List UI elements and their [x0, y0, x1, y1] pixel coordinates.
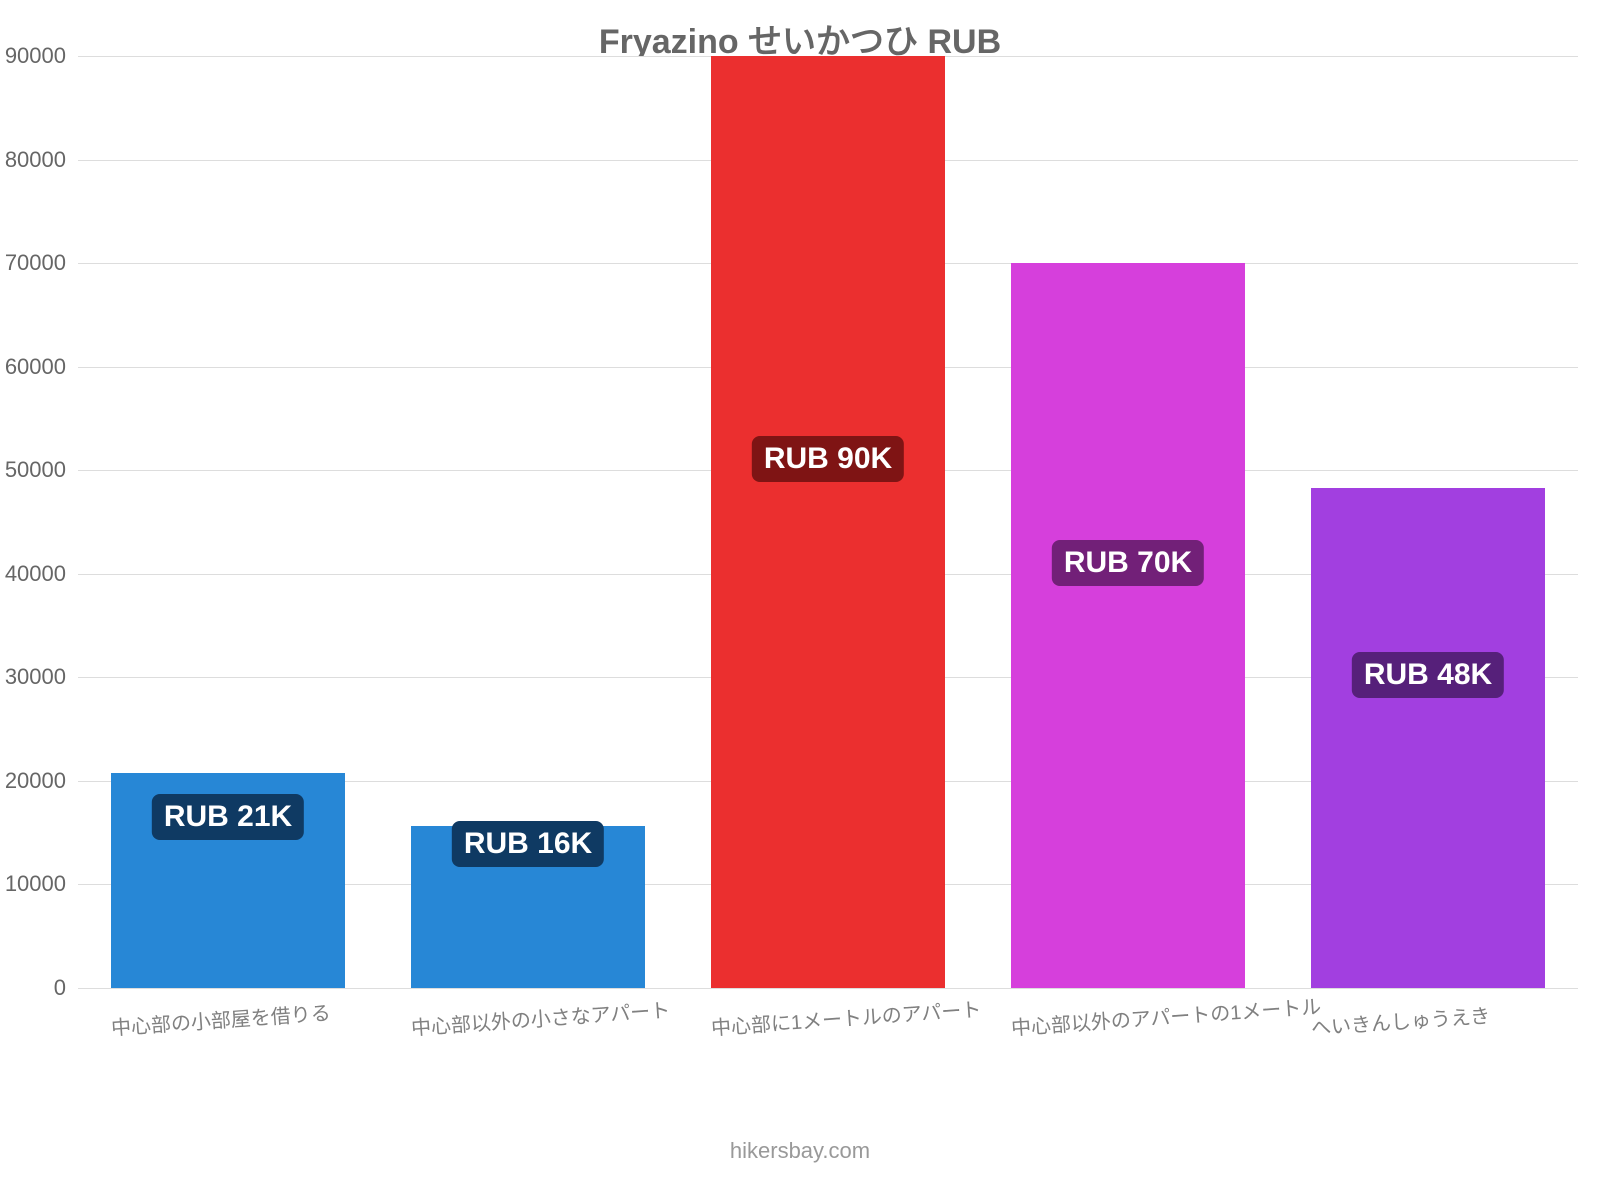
bar — [1011, 263, 1245, 988]
y-axis-tick: 40000 — [5, 561, 78, 587]
x-axis-label: 中心部以外の小さなアパート — [410, 994, 671, 1041]
y-axis-tick: 50000 — [5, 457, 78, 483]
x-axis-label: 中心部以外のアパートの1メートル — [1010, 990, 1322, 1041]
bar — [711, 56, 945, 988]
bar-value-badge: RUB 21K — [152, 794, 304, 840]
chart-container: Fryazino せいかつひ RUB 010000200003000040000… — [0, 0, 1600, 1200]
grid-line — [78, 988, 1578, 989]
y-axis-tick: 70000 — [5, 250, 78, 276]
bar — [1311, 488, 1545, 988]
bar-value-badge: RUB 16K — [452, 821, 604, 867]
bar-value-badge: RUB 48K — [1352, 652, 1504, 698]
x-axis-label: へいきんしゅうえき — [1310, 1000, 1491, 1041]
y-axis-tick: 20000 — [5, 768, 78, 794]
y-axis-tick: 0 — [54, 975, 78, 1001]
bar-value-badge: RUB 90K — [752, 436, 904, 482]
attribution-text: hikersbay.com — [0, 1138, 1600, 1164]
plot-area: 0100002000030000400005000060000700008000… — [78, 56, 1578, 988]
y-axis-tick: 30000 — [5, 664, 78, 690]
bar-value-badge: RUB 70K — [1052, 540, 1204, 586]
y-axis-tick: 60000 — [5, 354, 78, 380]
y-axis-tick: 10000 — [5, 871, 78, 897]
y-axis-tick: 80000 — [5, 147, 78, 173]
x-axis-label: 中心部に1メートルのアパート — [710, 993, 982, 1041]
y-axis-tick: 90000 — [5, 43, 78, 69]
x-axis-label: 中心部の小部屋を借りる — [110, 997, 331, 1041]
